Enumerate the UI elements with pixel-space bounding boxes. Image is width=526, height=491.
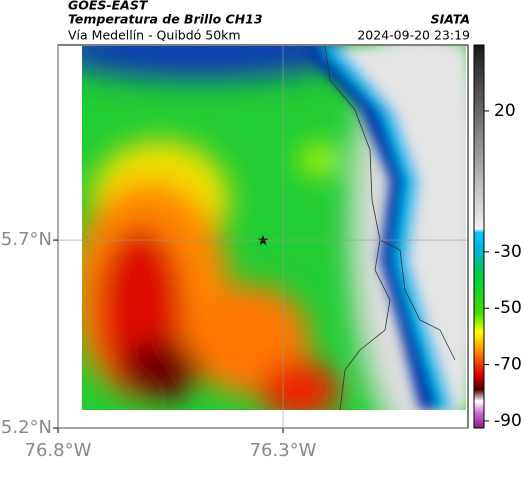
x-tick-label: 76.8°W (25, 440, 92, 461)
y-tick-label: 5.7°N (1, 229, 52, 250)
coastline (324, 45, 456, 411)
source: SIATA (431, 12, 470, 27)
colorbar-tick-label: -90 (494, 411, 522, 431)
subtitle: Temperatura de Brillo CH13 (68, 12, 263, 27)
location-marker: ★ (257, 233, 270, 249)
title: GOES-EAST (68, 0, 149, 13)
satellite-field (82, 46, 466, 410)
x-tick-label: 76.3°W (250, 440, 317, 461)
colorbar-tick-label: -70 (494, 355, 522, 375)
colorbar-tick-label: -30 (494, 242, 522, 262)
colorbar (473, 44, 485, 429)
colorbar-tick-label: -50 (494, 298, 522, 318)
colorbar-tick-label: 20 (494, 101, 516, 121)
location: Vía Medellín - Quibdó 50km (68, 28, 241, 43)
timestamp: 2024-09-20 23:19 (357, 28, 470, 43)
y-tick-label: 5.2°N (1, 417, 52, 438)
